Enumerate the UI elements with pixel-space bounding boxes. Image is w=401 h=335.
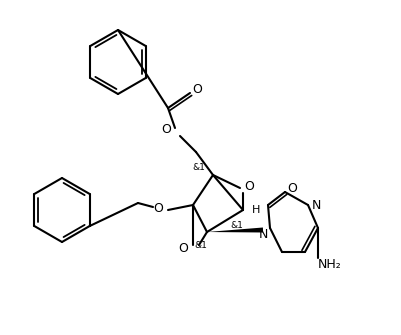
Text: H: H	[252, 205, 260, 215]
Polygon shape	[207, 227, 263, 232]
Text: NH₂: NH₂	[318, 258, 342, 270]
Text: N: N	[258, 227, 268, 241]
Text: N: N	[311, 199, 321, 211]
Text: O: O	[192, 82, 202, 95]
Text: O: O	[161, 123, 171, 135]
Text: O: O	[287, 182, 297, 195]
Text: &1: &1	[192, 162, 205, 172]
Text: O: O	[178, 242, 188, 255]
Text: &1: &1	[231, 221, 243, 230]
Text: O: O	[244, 180, 254, 193]
Text: &1: &1	[194, 241, 207, 250]
Text: O: O	[153, 202, 163, 215]
